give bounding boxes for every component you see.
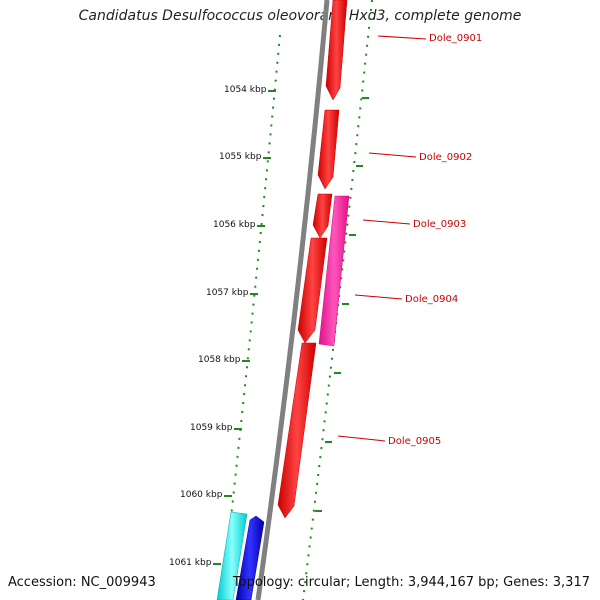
gene-label[interactable]: Dole_0903 bbox=[413, 219, 466, 230]
scale-tick-label: 1060 kbp bbox=[180, 490, 223, 500]
gene-arrow-dole-0904-pink[interactable] bbox=[318, 195, 350, 347]
gene-label-group: Dole_0901 Dole_0902 Dole_0903 Dole_0904 … bbox=[337, 33, 482, 447]
accession-text: Accession: NC_009943 bbox=[8, 575, 156, 590]
gene-leader-line bbox=[368, 152, 417, 158]
gene-label[interactable]: Dole_0902 bbox=[419, 152, 472, 163]
gene-label[interactable]: Dole_0905 bbox=[388, 436, 441, 447]
gene-arrow-blue[interactable] bbox=[235, 515, 265, 600]
gene-leader-line bbox=[354, 294, 403, 300]
scale-tick-label: 1058 kbp bbox=[198, 355, 241, 365]
scale-tick-label: 1061 kbp bbox=[169, 558, 212, 568]
genome-backbone bbox=[255, 0, 330, 600]
gene-leader-line bbox=[362, 219, 411, 225]
gene-label[interactable]: Dole_0901 bbox=[429, 33, 482, 44]
genome-title: Candidatus Desulfococcus oleovorans Hxd3… bbox=[78, 8, 522, 24]
scale-tick-label: 1056 kbp bbox=[213, 220, 256, 230]
gene-arrow-dole-0905[interactable] bbox=[277, 342, 317, 519]
gene-arrow-cyan[interactable] bbox=[216, 511, 248, 600]
scale-tick-group: 1054 kbp 1055 kbp 1056 kbp 1057 kbp 1058… bbox=[169, 85, 276, 568]
gene-leader-line bbox=[337, 435, 386, 442]
scale-tick-label: 1055 kbp bbox=[219, 152, 262, 162]
gene-features bbox=[216, 0, 350, 600]
scale-tick-label: 1054 kbp bbox=[224, 85, 267, 95]
outer-tick-group bbox=[315, 97, 369, 512]
genome-summary-text: Topology: circular; Length: 3,944,167 bp… bbox=[232, 575, 590, 590]
gene-label[interactable]: Dole_0904 bbox=[405, 294, 458, 305]
gene-arrow-dole-0904-red[interactable] bbox=[297, 237, 328, 344]
gene-arrow-dole-0902[interactable] bbox=[317, 109, 340, 190]
scale-tick-label: 1059 kbp bbox=[190, 423, 233, 433]
gene-leader-line bbox=[377, 35, 427, 40]
gene-arrow-dole-0901[interactable] bbox=[325, 0, 348, 101]
scale-tick-label: 1057 kbp bbox=[206, 288, 249, 298]
gene-arrow-dole-0903[interactable] bbox=[312, 193, 333, 239]
